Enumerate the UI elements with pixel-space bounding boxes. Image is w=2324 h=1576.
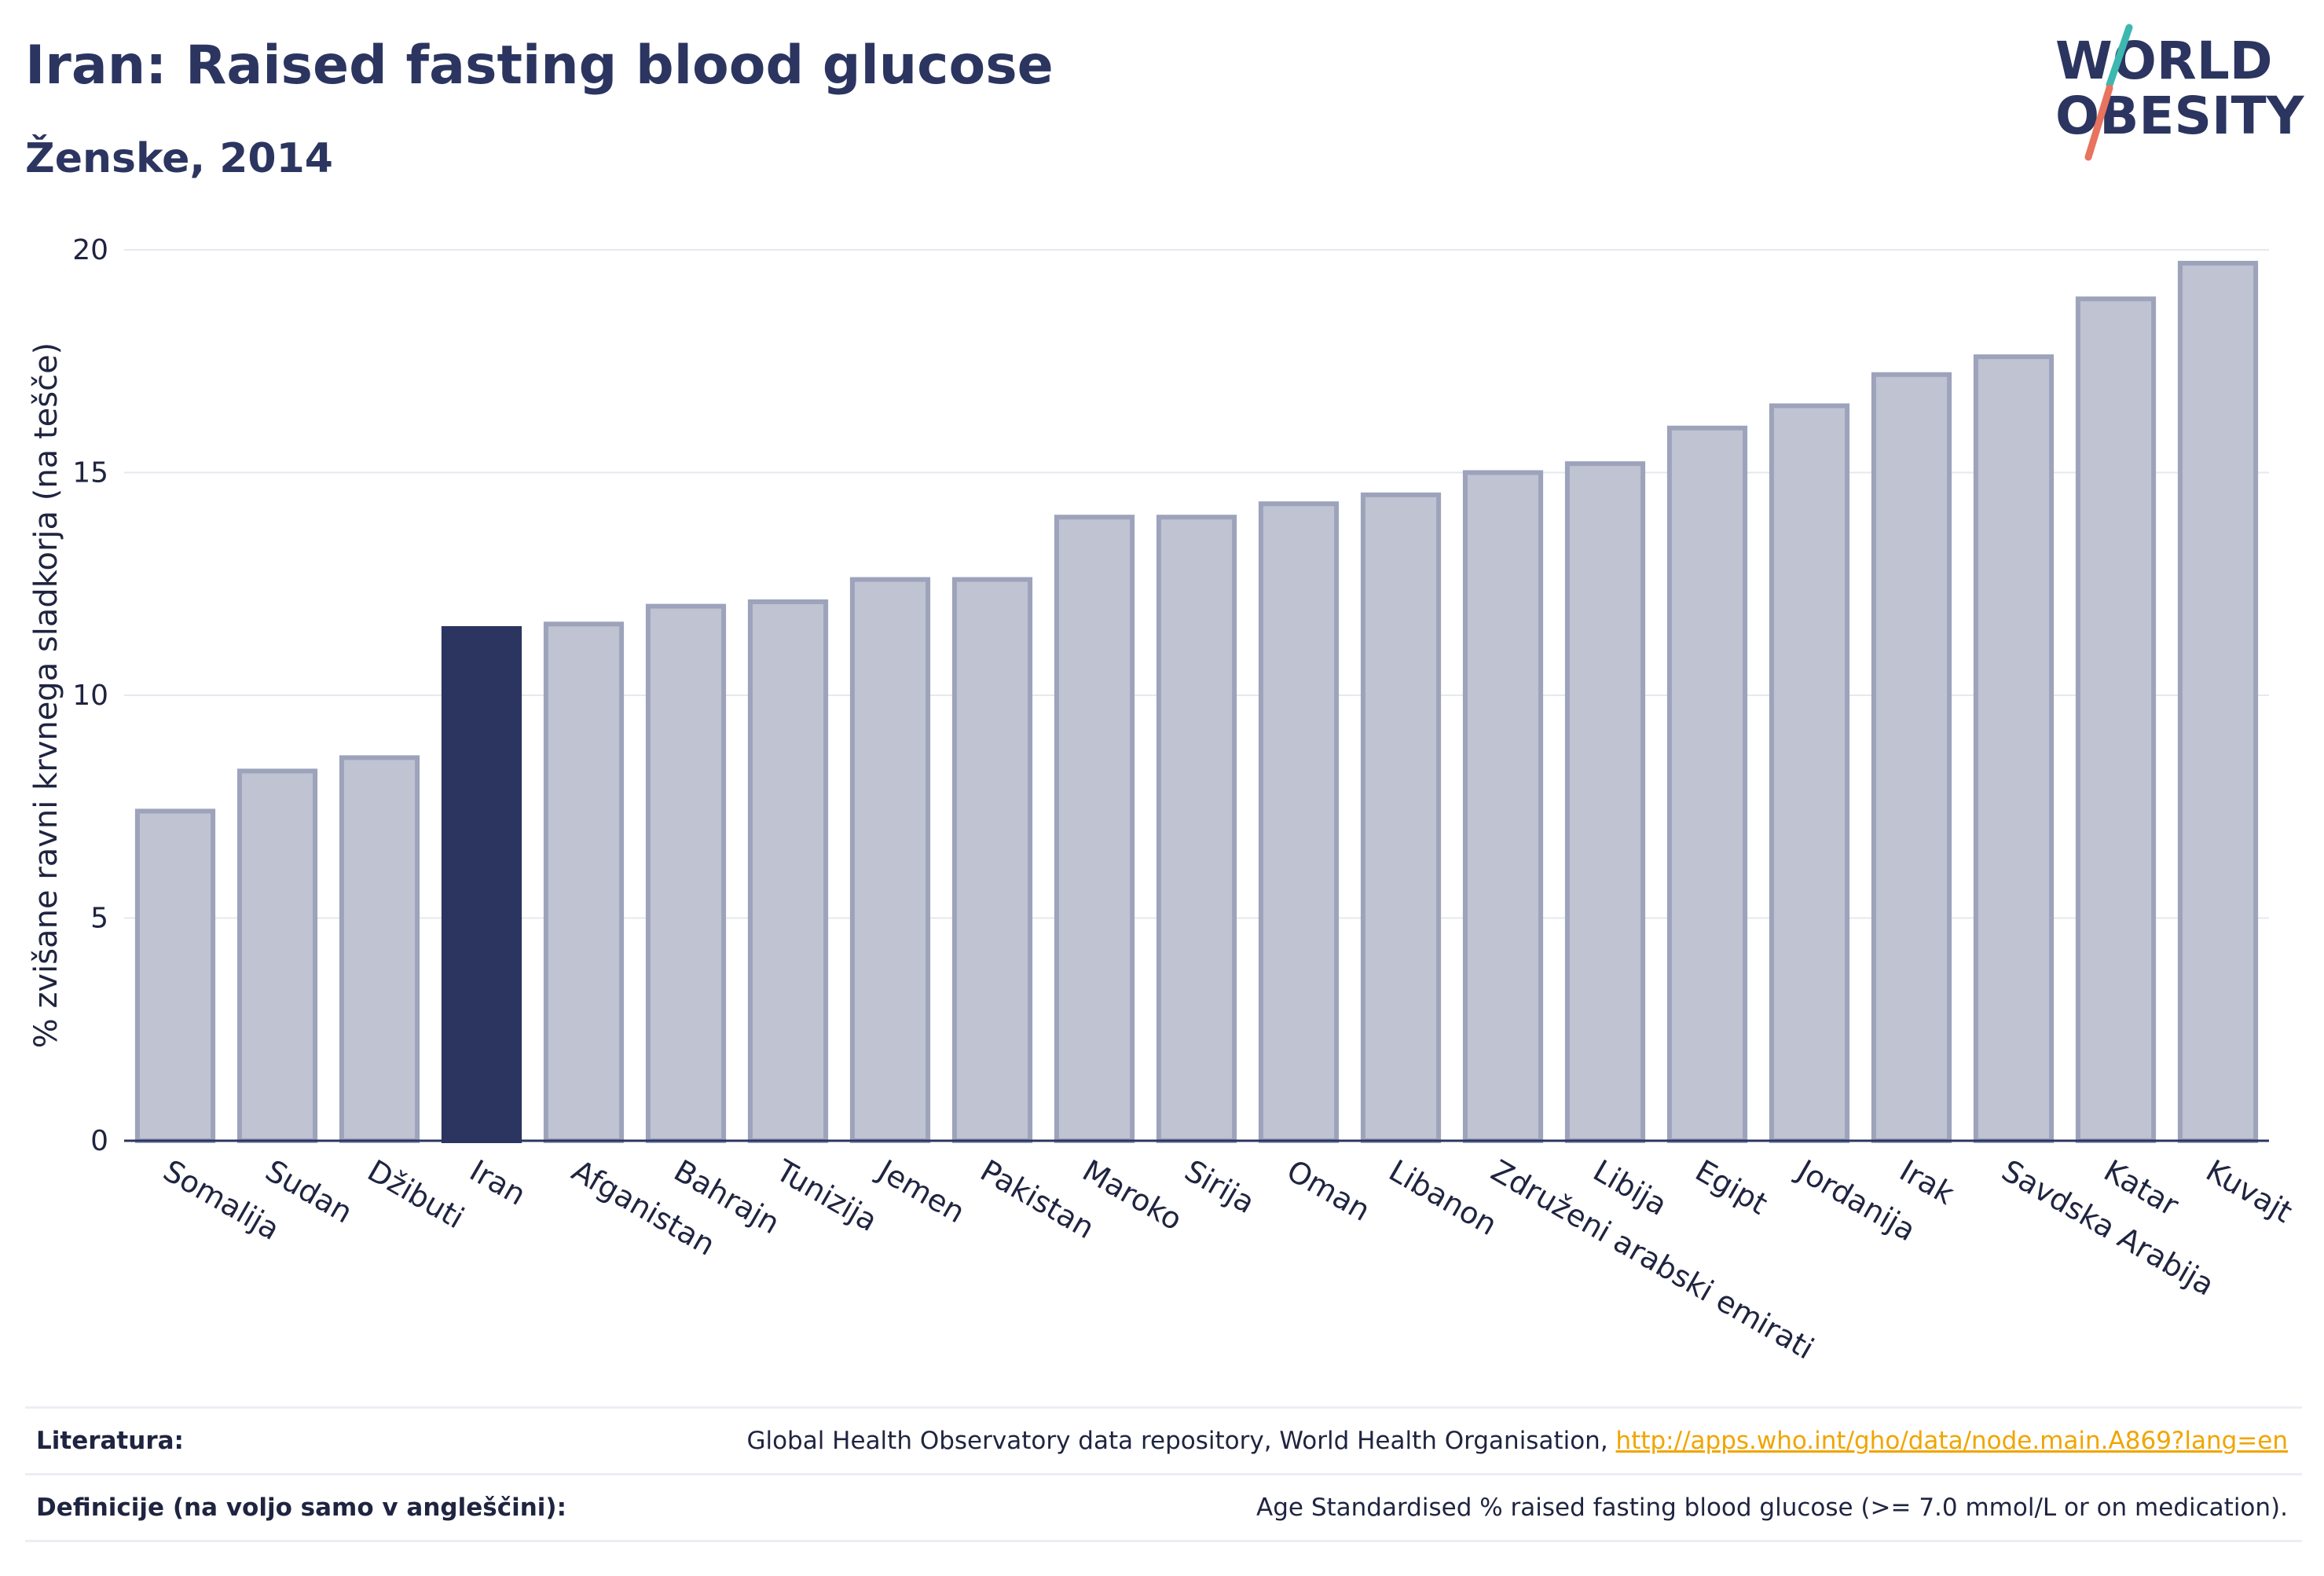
x-tick-label: Sirija xyxy=(1179,1153,1261,1220)
footer: Literatura: Global Health Observatory da… xyxy=(25,1406,2302,1542)
bar-irak xyxy=(1871,372,1952,1143)
bar-pakistan xyxy=(951,577,1033,1143)
bar-libanon xyxy=(1360,492,1442,1143)
y-tick-label: 20 xyxy=(72,234,108,266)
footer-literature-row: Literatura: Global Health Observatory da… xyxy=(25,1406,2302,1473)
bar-tunizija xyxy=(747,599,829,1143)
bar-jemen xyxy=(849,577,931,1143)
bar-somalija xyxy=(134,808,216,1144)
bar-sirija xyxy=(1156,515,1237,1143)
definitions-text: Age Standardised % raised fasting blood … xyxy=(1256,1494,2288,1522)
x-tick-label: Somalija xyxy=(158,1153,286,1247)
x-tick-label: Pakistan xyxy=(975,1153,1101,1246)
x-tick-label: Irak xyxy=(1894,1153,1960,1211)
bar-savdska-arabija xyxy=(1973,354,2055,1143)
x-tick-label: Jordanija xyxy=(1791,1153,1922,1248)
y-tick-label: 15 xyxy=(72,457,108,489)
y-axis-ticks: 0 5 10 15 20 xyxy=(72,234,108,1157)
chart-title: Iran: Raised fasting blood glucose xyxy=(25,35,1054,97)
definitions-label: Definicije (na voljo samo v angleščini): xyxy=(36,1494,566,1522)
literature-label: Literatura: xyxy=(36,1427,184,1455)
x-tick-label: Oman xyxy=(1281,1153,1376,1228)
footer-definitions-row: Definicije (na voljo samo v angleščini):… xyxy=(25,1473,2302,1542)
bar-katar xyxy=(2075,296,2157,1143)
x-tick-label: Iran xyxy=(464,1153,532,1212)
world-obesity-logo: WORLD OBESITY xyxy=(2055,24,2305,161)
bar-libija xyxy=(1564,461,1646,1143)
literature-value: Global Health Observatory data repositor… xyxy=(746,1427,2302,1455)
logo-slash-teal xyxy=(2106,24,2133,89)
logo-slash-coral xyxy=(2084,84,2113,161)
y-tick-label: 5 xyxy=(90,903,108,935)
y-tick-label: 10 xyxy=(72,680,108,712)
bar-zdru-eni-arabski-emirati xyxy=(1462,470,1544,1143)
bar-bahrajn xyxy=(645,603,727,1143)
x-tick-label: Egipt xyxy=(1690,1153,1774,1222)
bars xyxy=(134,261,2259,1144)
bar-d-ibuti xyxy=(339,755,420,1143)
bar-jordanija xyxy=(1769,403,1850,1143)
logo-line-world: WORLD xyxy=(2055,31,2273,91)
bar-egipt xyxy=(1666,425,1748,1143)
literature-text: Global Health Observatory data repositor… xyxy=(746,1427,1616,1455)
bar-maroko xyxy=(1054,515,1135,1143)
chart-subtitle: Ženske, 2014 xyxy=(25,135,333,182)
bar-afganistan xyxy=(543,621,625,1143)
x-tick-label: Tunizija xyxy=(770,1153,884,1238)
y-axis-title: % zvišane ravni krvnega sladkorja (na te… xyxy=(28,343,64,1049)
bar-kuvajt xyxy=(2177,261,2259,1143)
x-tick-label: Jemen xyxy=(871,1153,971,1230)
y-tick-label: 0 xyxy=(90,1125,108,1157)
x-tick-label: Džibuti xyxy=(362,1153,471,1236)
x-tick-label: Libanon xyxy=(1384,1153,1503,1242)
x-tick-label: Kuvajt xyxy=(2201,1153,2298,1230)
bar-sudan xyxy=(236,768,318,1143)
bar-iran xyxy=(441,625,522,1143)
bar-oman xyxy=(1258,501,1340,1143)
literature-link[interactable]: http://apps.who.int/gho/data/node.main.A… xyxy=(1615,1427,2288,1455)
